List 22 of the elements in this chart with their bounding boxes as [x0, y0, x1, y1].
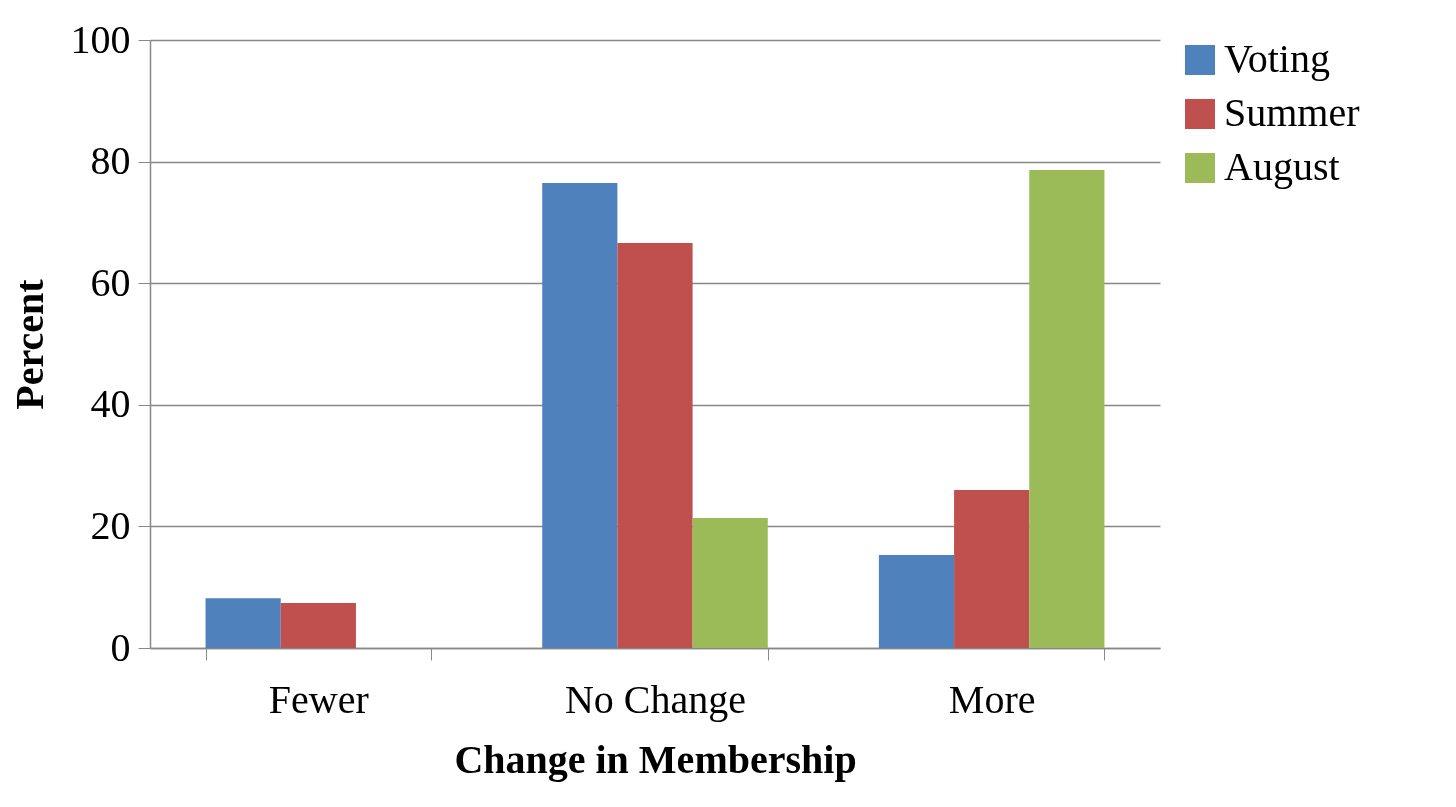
- y-tick-label: 100: [70, 16, 131, 62]
- y-tick-label: 0: [110, 624, 131, 670]
- legend-label: August: [1224, 144, 1340, 189]
- bar: [280, 603, 356, 648]
- y-tick-label: 40: [90, 381, 131, 427]
- legend-label: Summer: [1224, 90, 1360, 135]
- y-axis-title: Percent: [6, 278, 52, 410]
- bar: [205, 598, 281, 648]
- bar: [878, 554, 955, 648]
- bar: [1029, 170, 1105, 648]
- bar: [692, 517, 768, 648]
- x-tick-label: No Change: [564, 676, 747, 722]
- x-axis-title: Change in Membership: [454, 736, 857, 782]
- bar: [617, 243, 693, 648]
- y-tick-label: 60: [90, 259, 131, 305]
- bar: [542, 182, 618, 648]
- bar: [954, 489, 1030, 648]
- y-tick-label: 20: [90, 502, 131, 548]
- x-tick-label: More: [948, 676, 1036, 722]
- legend-label: Voting: [1224, 36, 1330, 81]
- x-tick-label: Fewer: [268, 676, 369, 722]
- y-tick-label: 80: [90, 138, 131, 184]
